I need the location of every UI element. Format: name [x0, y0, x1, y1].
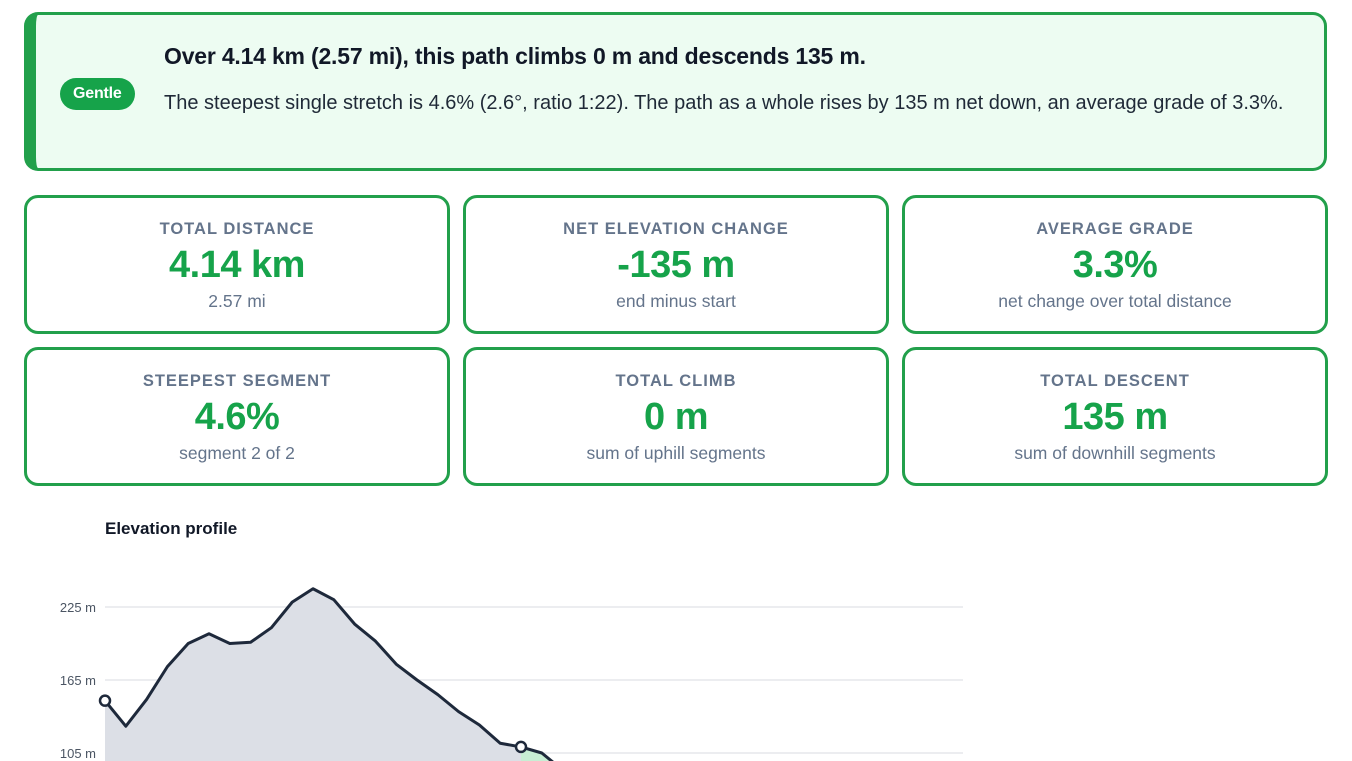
steepest-segment-area — [521, 746, 584, 761]
y-tick-label: 165 m — [60, 673, 96, 688]
card-label: AVERAGE GRADE — [1036, 220, 1194, 238]
card-subtext: end minus start — [616, 291, 736, 311]
chart-series — [98, 587, 584, 761]
card-subtext: net change over total distance — [998, 291, 1232, 311]
chart-title: Elevation profile — [105, 519, 238, 538]
difficulty-badge: Gentle — [60, 78, 135, 110]
card-subtext: segment 2 of 2 — [179, 443, 295, 463]
summary-panel: Gentle Over 4.14 km (2.57 mi), this path… — [24, 12, 1327, 171]
segment-boundary-marker — [514, 740, 528, 754]
card-value: 0 m — [644, 396, 708, 438]
y-tick-label: 105 m — [60, 746, 96, 761]
card-label: STEEPEST SEGMENT — [142, 372, 332, 390]
chart-y-ticks: 225 m 165 m 105 m — [60, 600, 96, 761]
card-total-distance: TOTAL DISTANCE 4.14 km 2.57 mi — [24, 195, 450, 334]
card-subtext: 2.57 mi — [208, 291, 266, 311]
card-net-elevation-change: NET ELEVATION CHANGE -135 m end minus st… — [463, 195, 889, 334]
card-subtext: sum of uphill segments — [586, 443, 766, 463]
segment-boundary-marker — [98, 694, 112, 707]
card-value: 3.3% — [1072, 244, 1158, 286]
card-label: TOTAL DISTANCE — [159, 220, 315, 238]
card-value: 4.14 km — [169, 244, 305, 286]
card-value: 135 m — [1062, 396, 1168, 438]
card-total-descent: TOTAL DESCENT 135 m sum of downhill segm… — [902, 347, 1328, 486]
card-subtext: sum of downhill segments — [1014, 443, 1216, 463]
card-label: TOTAL CLIMB — [615, 372, 737, 390]
summary-text: The steepest single stretch is 4.6% (2.6… — [164, 92, 1284, 114]
card-steepest-segment: STEEPEST SEGMENT 4.6% segment 2 of 2 — [24, 347, 450, 486]
elevation-area — [105, 588, 584, 761]
card-value: -135 m — [617, 244, 735, 286]
card-value: 4.6% — [194, 396, 280, 438]
elevation-line — [103, 587, 554, 761]
card-total-climb: TOTAL CLIMB 0 m sum of uphill segments — [463, 347, 889, 486]
card-label: TOTAL DESCENT — [1040, 372, 1190, 390]
card-average-grade: AVERAGE GRADE 3.3% net change over total… — [902, 195, 1328, 334]
card-label: NET ELEVATION CHANGE — [563, 220, 789, 238]
summary-title: Over 4.14 km (2.57 mi), this path climbs… — [164, 43, 866, 69]
y-tick-label: 225 m — [60, 600, 96, 615]
